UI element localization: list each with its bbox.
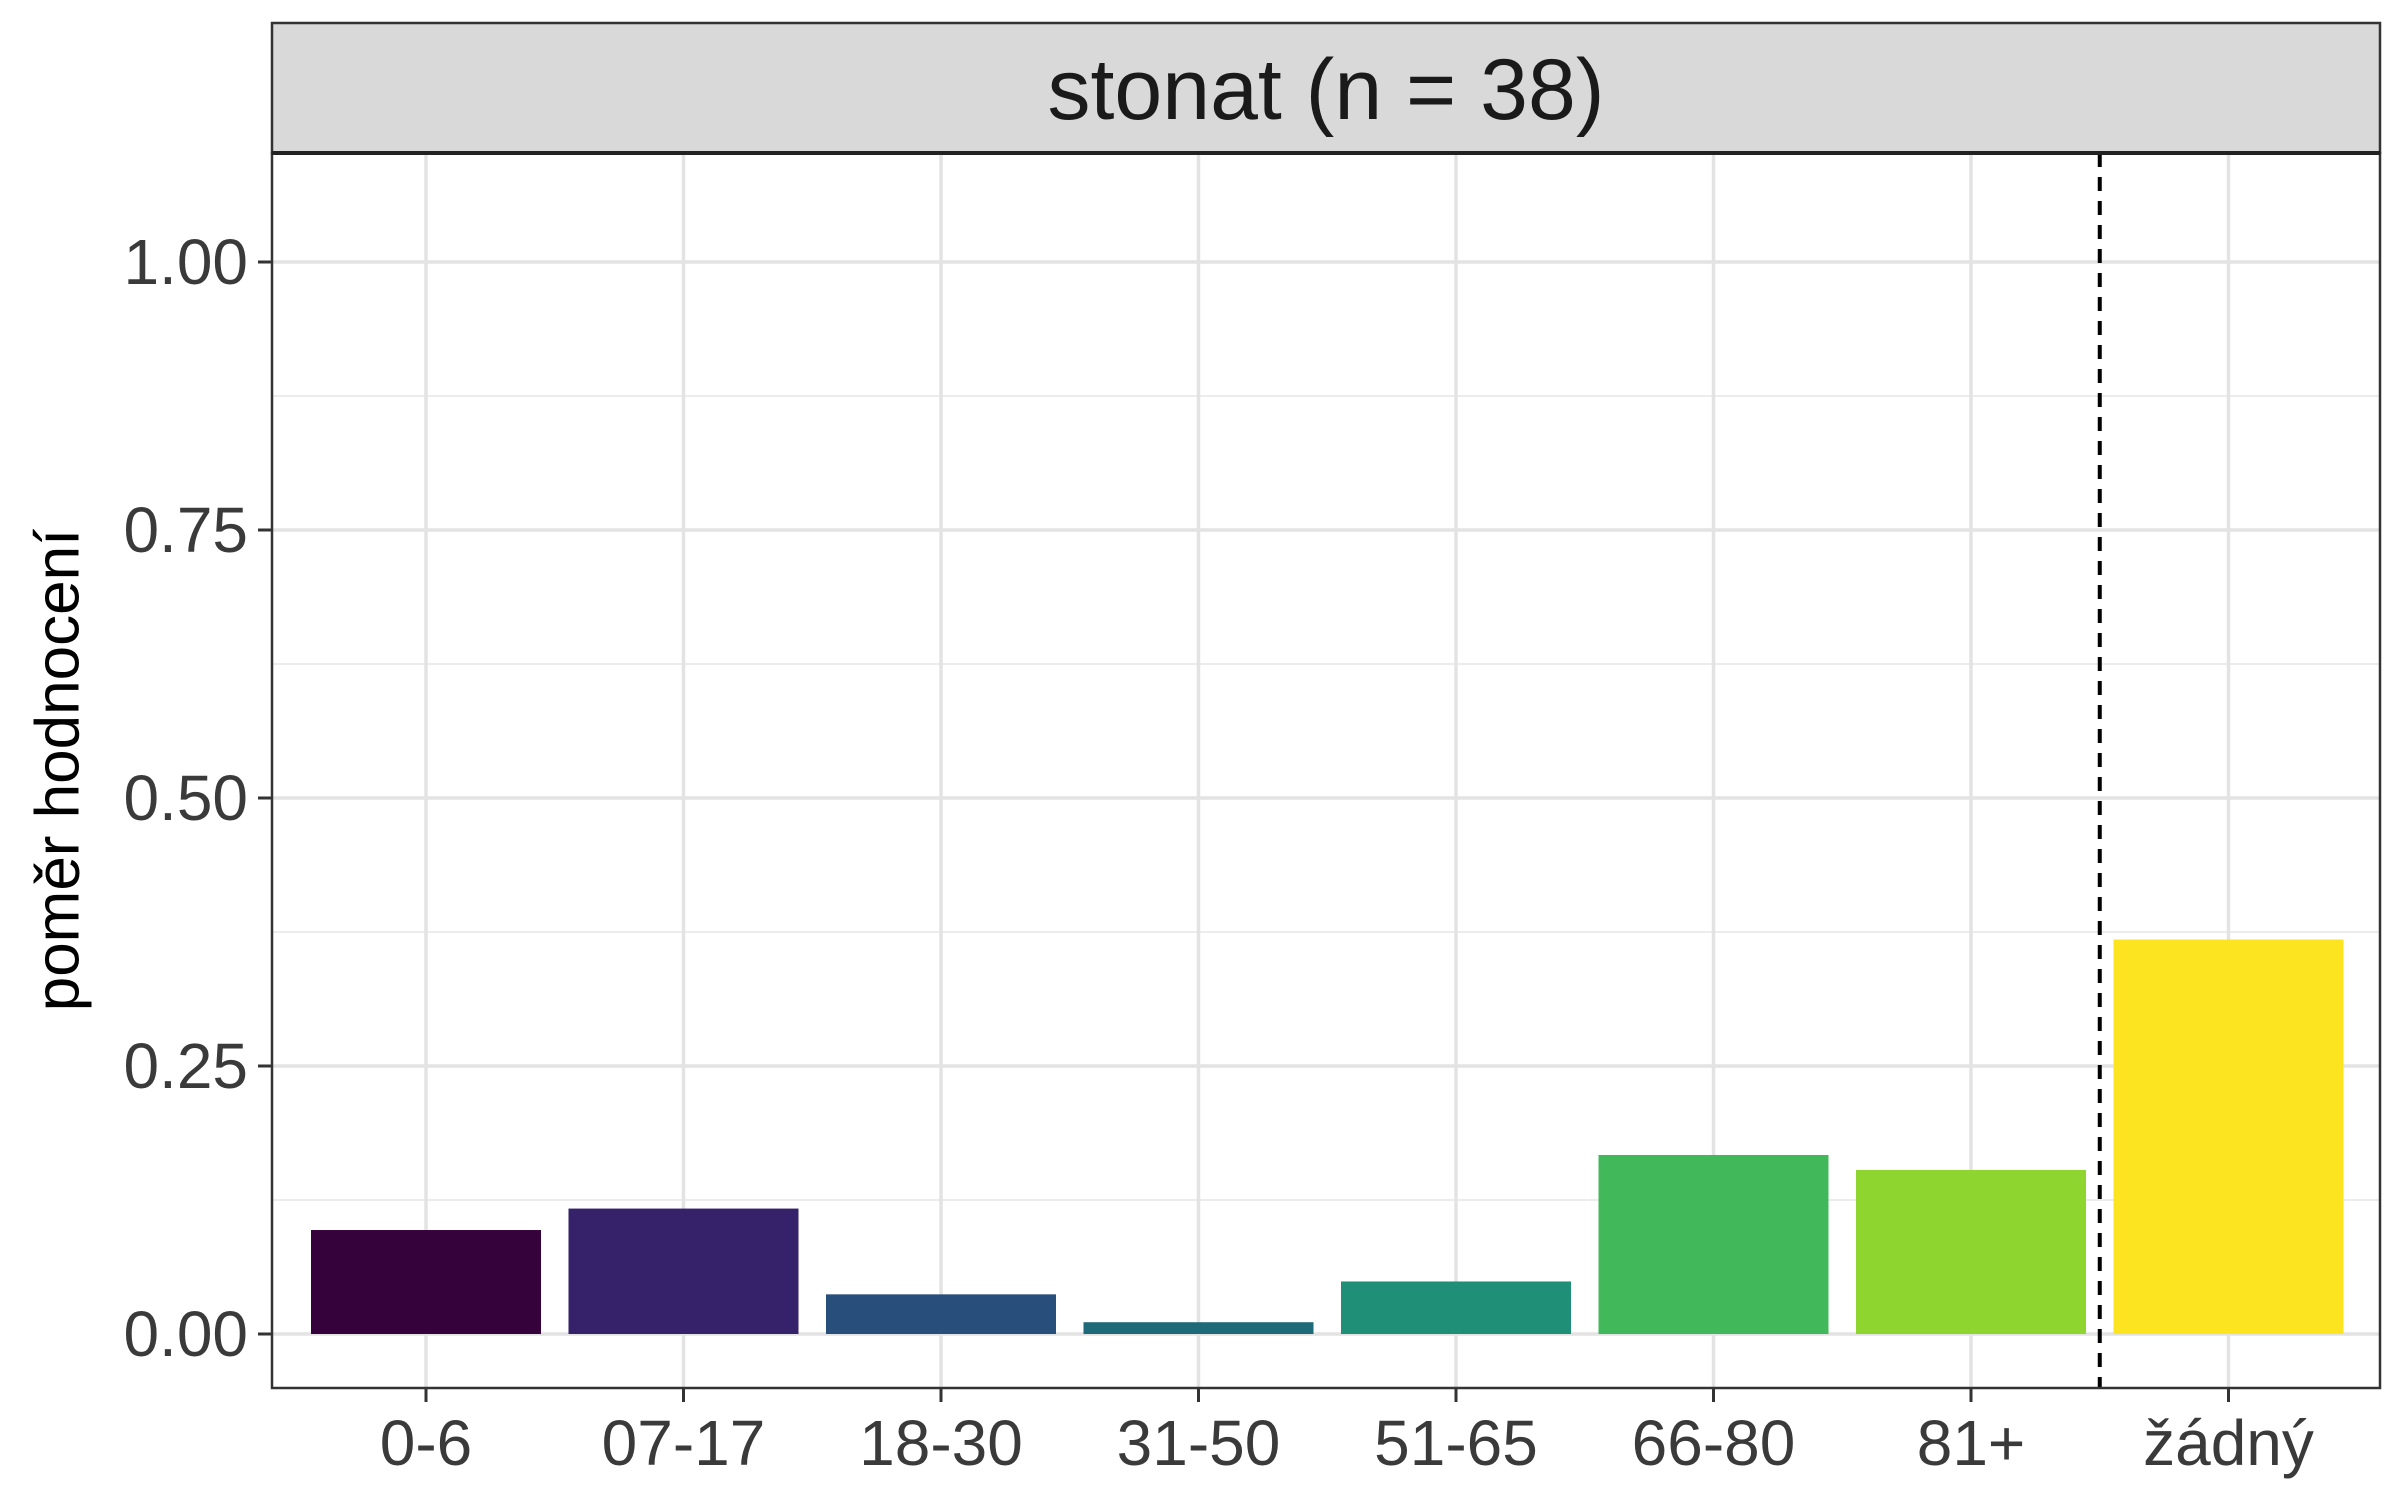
strip-title: stonat (n = 38) <box>1048 42 1605 138</box>
bar <box>568 1208 799 1334</box>
x-tick-label: 31-50 <box>1117 1407 1281 1479</box>
x-tick-label: 66-80 <box>1632 1407 1796 1479</box>
bar <box>1341 1281 1571 1334</box>
bar <box>1856 1169 2086 1334</box>
y-tick-label: 1.00 <box>123 226 248 298</box>
major-grid <box>272 153 2380 1388</box>
bar <box>1598 1154 1829 1334</box>
strip-header <box>270 21 2382 155</box>
x-tick-label: 0-6 <box>380 1407 473 1479</box>
bar <box>311 1230 541 1334</box>
bar <box>2113 939 2344 1334</box>
y-axis-ticks: 0.00 0.25 0.50 0.75 1.00 <box>123 226 272 1370</box>
y-tick-label: 0.25 <box>123 1030 248 1102</box>
x-tick-label: 07-17 <box>602 1407 766 1479</box>
x-tick-label: 18-30 <box>859 1407 1023 1479</box>
x-tick-label: 81+ <box>1917 1407 2026 1479</box>
bars <box>311 939 2344 1334</box>
x-tick-label: 51-65 <box>1374 1407 1538 1479</box>
bar <box>1083 1322 1314 1334</box>
bar <box>826 1294 1056 1334</box>
y-tick-label: 0.50 <box>123 762 248 834</box>
y-tick-label: 0.00 <box>123 1298 248 1370</box>
x-tick-label: žádný <box>2143 1407 2314 1479</box>
x-axis-ticks: 0-6 07-17 18-30 31-50 51-65 66-80 81+ žádný <box>380 1388 2314 1479</box>
y-axis-label: poměr hodnocení <box>24 529 93 1012</box>
y-tick-label: 0.75 <box>123 494 248 566</box>
